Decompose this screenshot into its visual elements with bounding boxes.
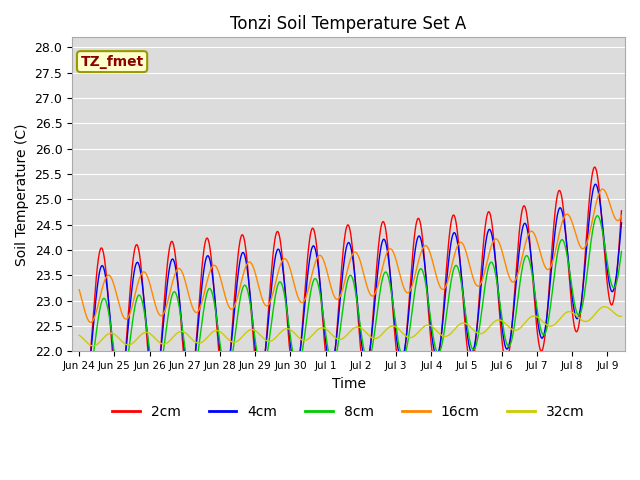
Line: 32cm: 32cm — [79, 307, 621, 346]
8cm — [82, 383, 90, 389]
2cm — [327, 375, 335, 381]
16cm — [87, 320, 95, 325]
4cm — [76, 361, 83, 367]
4cm — [384, 253, 392, 259]
2cm — [317, 292, 324, 298]
2cm — [384, 247, 392, 253]
2cm — [140, 293, 147, 299]
4cm — [591, 181, 599, 187]
Line: 4cm: 4cm — [79, 184, 621, 389]
32cm — [600, 304, 608, 310]
32cm — [140, 330, 147, 336]
16cm — [599, 186, 607, 192]
4cm — [317, 289, 324, 295]
Text: TZ_fmet: TZ_fmet — [81, 55, 144, 69]
16cm — [317, 253, 324, 259]
32cm — [317, 325, 324, 331]
2cm — [591, 164, 598, 170]
32cm — [118, 338, 125, 344]
2cm — [76, 375, 83, 381]
16cm — [76, 287, 83, 292]
4cm — [81, 386, 88, 392]
Legend: 2cm, 4cm, 8cm, 16cm, 32cm: 2cm, 4cm, 8cm, 16cm, 32cm — [107, 399, 591, 424]
8cm — [384, 274, 392, 279]
32cm — [90, 343, 97, 349]
32cm — [384, 325, 392, 331]
16cm — [327, 283, 335, 288]
2cm — [306, 236, 314, 242]
4cm — [118, 379, 125, 385]
8cm — [76, 354, 83, 360]
4cm — [618, 220, 625, 226]
8cm — [317, 296, 324, 301]
8cm — [618, 249, 625, 254]
2cm — [618, 208, 625, 214]
2cm — [80, 398, 88, 404]
X-axis label: Time: Time — [332, 377, 365, 391]
16cm — [384, 248, 392, 253]
4cm — [140, 293, 147, 299]
16cm — [140, 269, 147, 275]
4cm — [327, 363, 335, 369]
32cm — [618, 313, 625, 319]
Line: 2cm: 2cm — [79, 167, 621, 401]
32cm — [306, 335, 314, 341]
16cm — [118, 310, 125, 315]
4cm — [306, 256, 314, 262]
8cm — [306, 295, 314, 301]
16cm — [618, 213, 625, 218]
Y-axis label: Soil Temperature (C): Soil Temperature (C) — [15, 123, 29, 265]
32cm — [327, 330, 335, 336]
Line: 8cm: 8cm — [79, 216, 621, 386]
8cm — [140, 305, 147, 311]
32cm — [76, 332, 83, 338]
16cm — [306, 281, 314, 287]
8cm — [118, 380, 125, 385]
Line: 16cm: 16cm — [79, 189, 621, 323]
Title: Tonzi Soil Temperature Set A: Tonzi Soil Temperature Set A — [230, 15, 467, 33]
8cm — [327, 357, 335, 363]
2cm — [118, 387, 125, 393]
8cm — [593, 213, 601, 218]
